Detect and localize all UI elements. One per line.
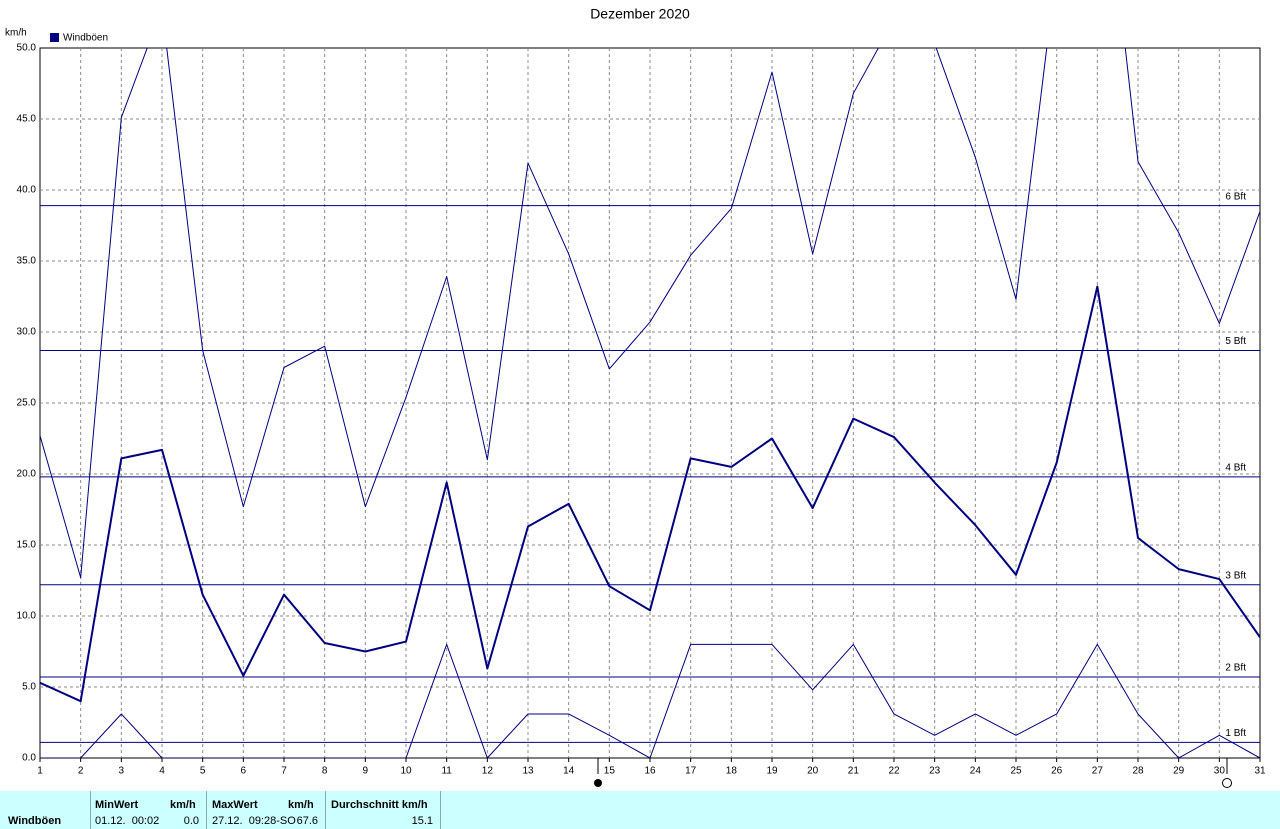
cell: 67.6 [296, 815, 318, 827]
plot-layer [40, 48, 1260, 758]
chart: Dezember 2020 km/h Windböen 0.05.010.015… [5, 6, 1266, 788]
beaufort-label: 4 Bft [1225, 462, 1246, 473]
y-tick-label: 40.0 [17, 185, 37, 196]
y-axis-label: km/h [5, 28, 27, 39]
separator [440, 791, 441, 829]
x-tick-label: 1 [37, 766, 43, 777]
y-tick-label: 30.0 [17, 327, 37, 338]
x-tick-label: 7 [281, 766, 287, 777]
x-tick-label: 2 [78, 766, 84, 777]
x-tick-label: 28 [1132, 766, 1144, 777]
x-tick-label: 13 [522, 766, 534, 777]
header: km/h [288, 799, 314, 811]
y-tick-label: 10.0 [17, 611, 37, 622]
y-tick-label: 35.0 [17, 256, 37, 267]
new-moon-icon [1222, 778, 1232, 788]
x-tick-label: 25 [1010, 766, 1022, 777]
y-tick-label: 20.0 [17, 469, 37, 480]
separator [90, 791, 91, 829]
x-tick-label: 14 [563, 766, 575, 777]
x-tick-label: 10 [400, 766, 412, 777]
beaufort-label: 5 Bft [1225, 336, 1246, 347]
x-tick-label: 26 [1051, 766, 1063, 777]
x-tick-label: 27 [1092, 766, 1104, 777]
beaufort-label: 6 Bft [1225, 191, 1246, 202]
x-tick-label: 6 [241, 766, 247, 777]
full-moon-icon [594, 779, 602, 787]
x-tick-label: 29 [1173, 766, 1185, 777]
x-tick-label: 16 [644, 766, 656, 777]
x-tick-label: 8 [322, 766, 328, 777]
y-tick-label: 25.0 [17, 398, 37, 409]
separator [206, 791, 207, 829]
y-tick-label: 15.0 [17, 540, 37, 551]
cell: 27.12. 09:28-SO [212, 815, 296, 827]
x-tick-label: 12 [482, 766, 494, 777]
x-tick-label: 15 [604, 766, 616, 777]
x-tick-label: 23 [929, 766, 941, 777]
row-label: Windböen [8, 815, 62, 827]
cell: 0.0 [183, 815, 199, 827]
y-tick-label: 5.0 [22, 682, 36, 693]
x-tick-label: 22 [888, 766, 900, 777]
header: km/h [170, 799, 196, 811]
y-tick-label: 0.0 [22, 753, 36, 764]
series-line [40, 285, 1260, 703]
x-tick-label: 18 [726, 766, 738, 777]
stats-table: Windböen MinWert km/h MaxWert km/h Durch… [0, 791, 1280, 829]
chart-title: Dezember 2020 [590, 6, 690, 22]
cell: 15.1 [411, 815, 433, 827]
header: MaxWert [212, 799, 258, 811]
x-tick-label: 17 [685, 766, 697, 777]
x-tick-label: 19 [766, 766, 778, 777]
cell: 01.12. 00:02 [95, 815, 160, 827]
beaufort-label: 1 Bft [1225, 728, 1246, 739]
series-line [40, 48, 1260, 579]
x-tick-label: 20 [807, 766, 819, 777]
y-tick-label: 45.0 [17, 114, 37, 125]
header: MinWert [95, 799, 139, 811]
beaufort-label: 2 Bft [1225, 663, 1246, 674]
x-tick-label: 5 [200, 766, 206, 777]
separator [325, 791, 326, 829]
x-tick-label: 4 [159, 766, 165, 777]
legend-swatch [50, 33, 59, 42]
header: Durchschnitt km/h [331, 799, 428, 811]
x-tick-label: 9 [363, 766, 369, 777]
y-tick-label: 50.0 [17, 43, 37, 54]
beaufort-label: 3 Bft [1225, 570, 1246, 581]
x-tick-label: 21 [848, 766, 860, 777]
x-tick-label: 30 [1214, 766, 1226, 777]
x-tick-label: 24 [970, 766, 982, 777]
x-tick-label: 3 [119, 766, 125, 777]
x-tick-label: 31 [1254, 766, 1266, 777]
x-tick-label: 11 [441, 766, 452, 777]
series-line [40, 643, 1260, 758]
legend-label: Windböen [63, 33, 108, 44]
